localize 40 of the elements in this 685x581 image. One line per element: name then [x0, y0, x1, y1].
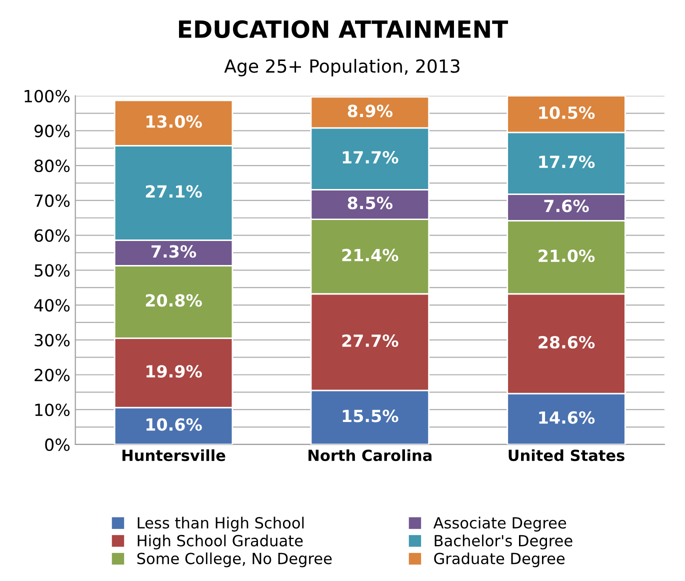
data-label: 7.3%: [152, 245, 196, 258]
y-tick-label: 90%: [34, 124, 70, 138]
y-tick-label: 0%: [45, 438, 70, 452]
data-label: 14.6%: [539, 411, 595, 424]
chart-title: EDUCATION ATTAINMENT: [179, 20, 508, 38]
legend-label: Bachelor's Degree: [434, 534, 572, 550]
x-tick-label: Huntersville: [122, 449, 226, 462]
data-label: 17.7%: [539, 156, 595, 168]
legend-label: High School Graduate: [138, 534, 303, 550]
data-label: 27.1%: [146, 185, 202, 198]
y-tick-label: 100%: [24, 90, 70, 102]
y-tick-label: 10%: [35, 404, 70, 416]
y-tick-label: 60%: [34, 229, 70, 242]
y-tick-label: 40%: [34, 298, 70, 312]
data-label: 21.4%: [342, 248, 398, 262]
data-label: 7.6%: [544, 200, 589, 212]
data-label: 27.7%: [342, 334, 398, 347]
data-label: 17.7%: [342, 151, 398, 164]
y-tick-label: 50%: [34, 264, 70, 277]
data-label: 8.9%: [348, 104, 392, 118]
data-label: 21.0%: [538, 249, 595, 262]
x-tick-label: North Carolina: [308, 449, 432, 462]
legend-label: Some College, No Degree: [137, 552, 332, 568]
data-label: 20.8%: [146, 294, 202, 307]
legend-label: Less than High School: [138, 516, 304, 532]
x-tick-label: United States: [508, 449, 624, 462]
data-label: 10.5%: [539, 106, 595, 119]
y-tick-label: 80%: [34, 160, 70, 172]
data-label: 8.5%: [348, 196, 392, 210]
chart-subtitle: Age 25+ Population, 2013: [224, 58, 460, 76]
data-label: 13.0%: [146, 115, 202, 128]
legend-label: Graduate Degree: [434, 552, 565, 568]
data-label: 28.6%: [538, 336, 595, 349]
y-tick-label: 70%: [34, 194, 70, 208]
data-label: 15.5%: [342, 410, 398, 422]
data-label: 19.9%: [146, 365, 202, 378]
y-tick-label: 30%: [34, 334, 70, 346]
data-label: 10.6%: [146, 418, 202, 431]
y-tick-label: 20%: [34, 368, 70, 382]
legend-label: Associate Degree: [433, 516, 566, 532]
